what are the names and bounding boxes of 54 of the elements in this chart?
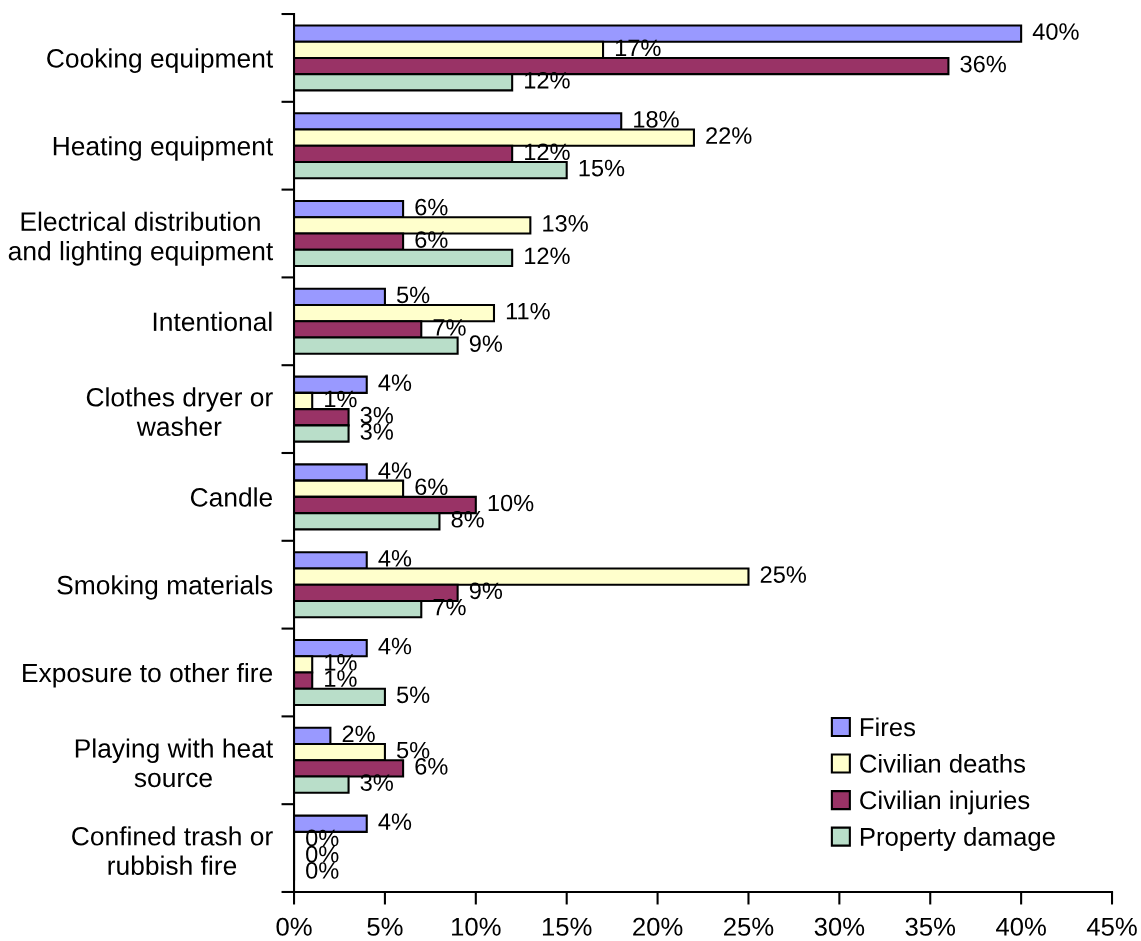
data-label: 5%: [396, 741, 430, 759]
legend-label: Fires: [860, 717, 916, 737]
y-tick-label: Cooking equipment: [47, 48, 274, 73]
data-label: 6%: [415, 478, 448, 496]
data-label: 4%: [378, 813, 412, 830]
y-tick-label: Heating equipment: [53, 136, 274, 161]
y-tick-label: Confined trash or rubbish fire: [72, 826, 273, 875]
data-label: 22%: [706, 127, 752, 144]
data-label: 5%: [396, 286, 430, 304]
data-label: 3%: [360, 423, 393, 440]
data-label: 12%: [525, 247, 570, 265]
x-tick-label: 5%: [367, 917, 403, 936]
x-tick-label: 15%: [542, 917, 592, 936]
data-label: 7%: [433, 319, 466, 336]
legend-label: Civilian deaths: [860, 753, 1026, 773]
data-label: 4%: [378, 637, 412, 655]
data-label: 3%: [360, 406, 393, 424]
y-tick-label: Intentional: [153, 311, 272, 332]
data-label: 0%: [306, 845, 339, 863]
x-tick-label: 0%: [276, 917, 312, 936]
x-tick-label: 45%: [1086, 917, 1137, 936]
data-label: 2%: [342, 725, 375, 743]
data-label: 36%: [960, 55, 1006, 73]
x-tick-label: 30%: [814, 917, 865, 936]
y-tick-label: Electrical distribution and lighting equipment: [8, 211, 274, 266]
data-label: 6%: [415, 758, 448, 775]
data-label: 9%: [469, 335, 503, 353]
data-label: 40%: [1032, 23, 1079, 40]
data-label: 6%: [415, 198, 448, 216]
data-label: 15%: [579, 159, 625, 177]
data-label: 13%: [543, 215, 588, 232]
data-label: 9%: [469, 582, 503, 600]
x-tick-label: 40%: [996, 917, 1046, 936]
data-label: 4%: [378, 550, 412, 567]
y-tick-label: Playing with heat source: [75, 738, 274, 788]
data-label: 4%: [378, 374, 412, 391]
data-label: 1%: [325, 670, 357, 687]
y-tick-label: Candle: [190, 487, 273, 507]
x-tick-label: 20%: [633, 917, 683, 936]
data-label: 0%: [306, 862, 339, 879]
data-label: 18%: [634, 110, 679, 128]
data-label: 11%: [506, 302, 550, 320]
x-tick-label: 25%: [724, 917, 774, 936]
data-label: 10%: [488, 494, 534, 512]
data-label: 4%: [378, 462, 412, 479]
y-tick-label: Clothes dryer or washer: [86, 387, 273, 436]
y-tick-label: Smoking materials: [57, 575, 273, 600]
legend-label: Property damage: [860, 827, 1055, 851]
y-tick-label: Exposure to other fire: [23, 662, 273, 688]
x-tick-label: 35%: [905, 917, 956, 936]
data-label: 25%: [760, 566, 806, 583]
data-label: 5%: [396, 686, 430, 704]
legend-label: Civilian injuries: [860, 790, 1030, 815]
x-tick-label: 10%: [452, 917, 501, 936]
